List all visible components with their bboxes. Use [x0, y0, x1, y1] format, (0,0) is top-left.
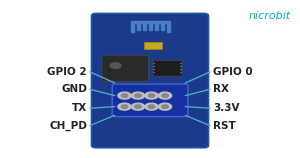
Text: TX: TX [72, 103, 87, 113]
Text: RX: RX [213, 84, 229, 94]
Circle shape [118, 92, 131, 99]
Circle shape [148, 105, 155, 108]
Bar [136, 22, 140, 30]
Bar [154, 22, 158, 30]
Text: RST: RST [213, 121, 236, 131]
Circle shape [110, 63, 121, 68]
Bar [126, 23, 174, 32]
Circle shape [145, 103, 158, 110]
Text: CH_PD: CH_PD [49, 121, 87, 131]
Circle shape [158, 92, 172, 99]
Bar [130, 29, 134, 32]
Bar [180, 72, 182, 73]
Bar [160, 22, 164, 30]
Circle shape [148, 94, 155, 97]
FancyBboxPatch shape [102, 55, 148, 81]
Bar [130, 22, 134, 30]
Bar [144, 42, 162, 49]
Circle shape [145, 92, 158, 99]
Text: GPIO 2: GPIO 2 [47, 67, 87, 77]
Circle shape [121, 105, 128, 108]
Circle shape [162, 105, 168, 108]
Bar [180, 69, 182, 70]
FancyBboxPatch shape [92, 13, 208, 148]
FancyBboxPatch shape [112, 84, 188, 117]
Circle shape [135, 105, 141, 108]
Bar [148, 22, 152, 30]
Circle shape [135, 94, 141, 97]
Text: nicrobit: nicrobit [249, 11, 291, 21]
Text: 3.3V: 3.3V [213, 103, 239, 113]
FancyBboxPatch shape [153, 60, 182, 76]
Text: GND: GND [61, 84, 87, 94]
Bar [167, 29, 170, 32]
Bar [153, 63, 155, 64]
Circle shape [131, 92, 145, 99]
Text: GPIO 0: GPIO 0 [213, 67, 253, 77]
Circle shape [118, 103, 131, 110]
Bar [153, 72, 155, 73]
Bar [153, 69, 155, 70]
Bar [180, 66, 182, 67]
Bar [153, 66, 155, 67]
Bar [142, 22, 146, 30]
Circle shape [121, 94, 128, 97]
Circle shape [158, 103, 172, 110]
Bar [180, 63, 182, 64]
Circle shape [162, 94, 168, 97]
Bar [167, 22, 170, 30]
Circle shape [131, 103, 145, 110]
Bar [130, 21, 170, 23]
